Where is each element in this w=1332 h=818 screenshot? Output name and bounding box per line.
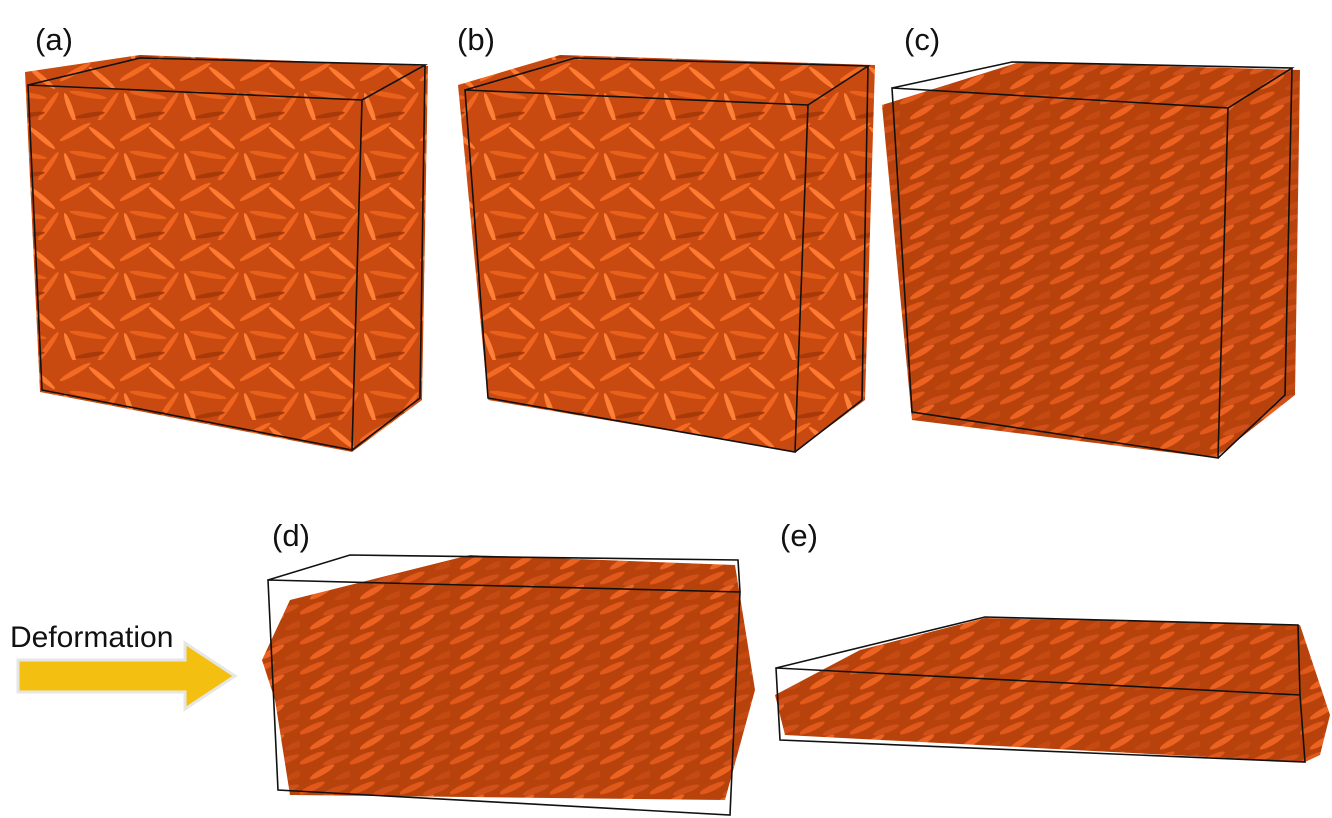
rods-cluster	[262, 555, 755, 800]
figure: (a) (b) (c) (d) (e) Deformation	[0, 0, 1332, 818]
panel-label: (b)	[457, 22, 495, 57]
panel-label: (e)	[780, 518, 818, 553]
panel-label: (d)	[272, 518, 310, 553]
rods-cluster	[775, 618, 1330, 762]
rods-cluster	[458, 55, 875, 452]
panel-label: (a)	[35, 22, 73, 57]
rods-cluster	[882, 62, 1300, 458]
arrow-label: Deformation	[10, 621, 173, 654]
rods-cluster	[25, 55, 428, 452]
panel-label: (c)	[904, 22, 940, 57]
